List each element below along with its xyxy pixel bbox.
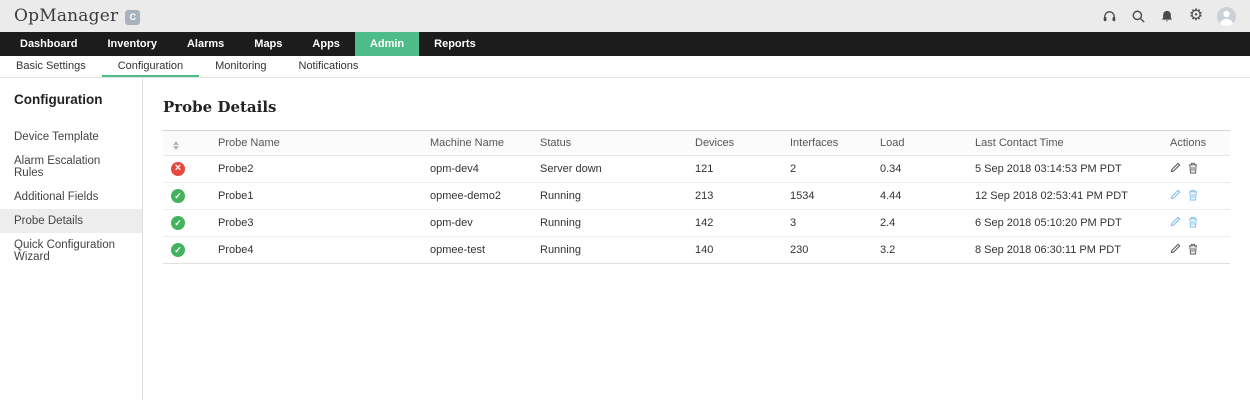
sidebar-item-alarm-escalation-rules[interactable]: Alarm Escalation Rules	[14, 155, 101, 179]
probe-status-icon	[171, 162, 185, 176]
table-row[interactable]: Probe2 opm-dev4 Server down 121 2 0.34 5…	[163, 156, 1230, 183]
probe-status-icon	[171, 243, 185, 257]
main-panel: Probe Details Probe Name Machine Name St…	[143, 78, 1250, 400]
probe-name-cell: Probe1	[218, 190, 254, 202]
status-cell	[163, 189, 218, 203]
last-contact-cell: 5 Sep 2018 03:14:53 PM PDT	[975, 163, 1122, 175]
table-row[interactable]: Probe1 opmee-demo2 Running 213 1534 4.44…	[163, 183, 1230, 210]
top-bar: OpManager C ⚙	[0, 0, 1250, 32]
devices-cell: 142	[695, 217, 714, 229]
load-cell: 2.4	[880, 217, 896, 229]
col-header-status: Status	[540, 137, 572, 149]
main-nav: Dashboard Inventory Alarms Maps Apps Adm…	[0, 32, 1250, 56]
status-cell	[163, 216, 218, 230]
probe-name-cell: Probe3	[218, 217, 254, 229]
table-row[interactable]: Probe3 opm-dev Running 142 3 2.4 6 Sep 2…	[163, 210, 1230, 237]
edit-icon[interactable]	[1170, 162, 1181, 173]
actions-cell	[1170, 243, 1230, 258]
delete-icon[interactable]	[1188, 162, 1198, 174]
machine-name-cell: opm-dev4	[430, 163, 479, 175]
col-header-devices: Devices	[695, 137, 735, 149]
content-area: Configuration Device Template Alarm Esca…	[0, 78, 1250, 400]
status-text-cell: Running	[540, 244, 581, 256]
nav-tab-alarms[interactable]: Alarms	[186, 38, 225, 50]
search-icon[interactable]	[1130, 8, 1146, 24]
app-logo: OpManager	[14, 6, 119, 26]
probe-status-icon	[171, 216, 185, 230]
nav-tab-apps[interactable]: Apps	[312, 38, 340, 50]
edit-icon[interactable]	[1170, 216, 1181, 227]
sidebar-item-device-template[interactable]: Device Template	[14, 131, 99, 143]
col-header-load: Load	[880, 137, 905, 149]
col-header-interfaces: Interfaces	[790, 137, 839, 149]
sort-column-header	[163, 136, 218, 150]
nav-tab-admin[interactable]: Admin	[354, 32, 420, 56]
table-row[interactable]: Probe4 opmee-test Running 140 230 3.2 8 …	[163, 237, 1230, 264]
status-text-cell: Running	[540, 190, 581, 202]
devices-cell: 121	[695, 163, 714, 175]
edit-icon[interactable]	[1170, 243, 1181, 254]
probe-details-table: Probe Name Machine Name Status Devices I…	[163, 130, 1230, 264]
last-contact-cell: 6 Sep 2018 05:10:20 PM PDT	[975, 217, 1122, 229]
configuration-sidebar: Configuration Device Template Alarm Esca…	[0, 78, 143, 400]
devices-cell: 140	[695, 244, 714, 256]
brand: OpManager C	[14, 6, 141, 26]
topbar-icons: ⚙	[1101, 6, 1236, 26]
interfaces-cell: 1534	[790, 190, 815, 202]
probe-status-icon	[171, 189, 185, 203]
interfaces-cell: 230	[790, 244, 809, 256]
delete-icon[interactable]	[1188, 243, 1198, 255]
bell-icon[interactable]	[1159, 8, 1175, 24]
sidebar-item-additional-fields[interactable]: Additional Fields	[14, 191, 99, 203]
table-header-row: Probe Name Machine Name Status Devices I…	[163, 130, 1230, 156]
headset-icon[interactable]	[1101, 8, 1117, 24]
subtab-monitoring[interactable]: Monitoring	[215, 59, 267, 72]
col-header-machine-name: Machine Name	[430, 137, 504, 149]
nav-tab-inventory[interactable]: Inventory	[107, 38, 157, 50]
interfaces-cell: 2	[790, 163, 797, 175]
actions-cell	[1170, 162, 1230, 177]
subtab-configuration[interactable]: Configuration	[101, 56, 200, 77]
nav-tab-dashboard[interactable]: Dashboard	[20, 38, 78, 50]
load-cell: 0.34	[880, 163, 902, 175]
last-contact-cell: 8 Sep 2018 06:30:11 PM PDT	[975, 244, 1121, 256]
sidebar-heading: Configuration	[14, 92, 103, 107]
probe-name-cell: Probe2	[218, 163, 254, 175]
sidebar-item-probe-details[interactable]: Probe Details	[0, 209, 142, 233]
status-cell	[163, 243, 218, 257]
col-header-probe-name: Probe Name	[218, 137, 280, 149]
machine-name-cell: opmee-demo2	[430, 190, 501, 202]
subtab-basic-settings[interactable]: Basic Settings	[16, 59, 86, 72]
sort-icon[interactable]	[173, 141, 180, 150]
admin-subnav: Basic Settings Configuration Monitoring …	[0, 56, 1250, 78]
load-cell: 3.2	[880, 244, 896, 256]
subtab-notifications[interactable]: Notifications	[298, 59, 359, 72]
probe-name-cell: Probe4	[218, 244, 254, 256]
last-contact-cell: 12 Sep 2018 02:53:41 PM PDT	[975, 190, 1128, 202]
edition-badge: C	[125, 9, 141, 25]
user-avatar[interactable]	[1217, 6, 1236, 26]
interfaces-cell: 3	[790, 217, 797, 229]
page-title: Probe Details	[163, 98, 277, 116]
delete-icon[interactable]	[1188, 189, 1198, 201]
status-cell	[163, 162, 218, 176]
sidebar-item-quick-configuration-wizard[interactable]: Quick Configuration Wizard	[14, 239, 115, 263]
gear-icon[interactable]: ⚙	[1188, 7, 1204, 24]
status-text-cell: Server down	[540, 163, 602, 175]
delete-icon[interactable]	[1188, 216, 1198, 228]
col-header-last-contact-time: Last Contact Time	[975, 137, 1064, 149]
nav-tab-maps[interactable]: Maps	[254, 38, 283, 50]
load-cell: 4.44	[880, 190, 902, 202]
actions-cell	[1170, 216, 1230, 231]
actions-cell	[1170, 189, 1230, 204]
devices-cell: 213	[695, 190, 714, 202]
status-text-cell: Running	[540, 217, 581, 229]
edit-icon[interactable]	[1170, 189, 1181, 200]
machine-name-cell: opm-dev	[430, 217, 473, 229]
machine-name-cell: opmee-test	[430, 244, 486, 256]
col-header-actions: Actions	[1170, 137, 1207, 149]
nav-tab-reports[interactable]: Reports	[434, 38, 476, 50]
